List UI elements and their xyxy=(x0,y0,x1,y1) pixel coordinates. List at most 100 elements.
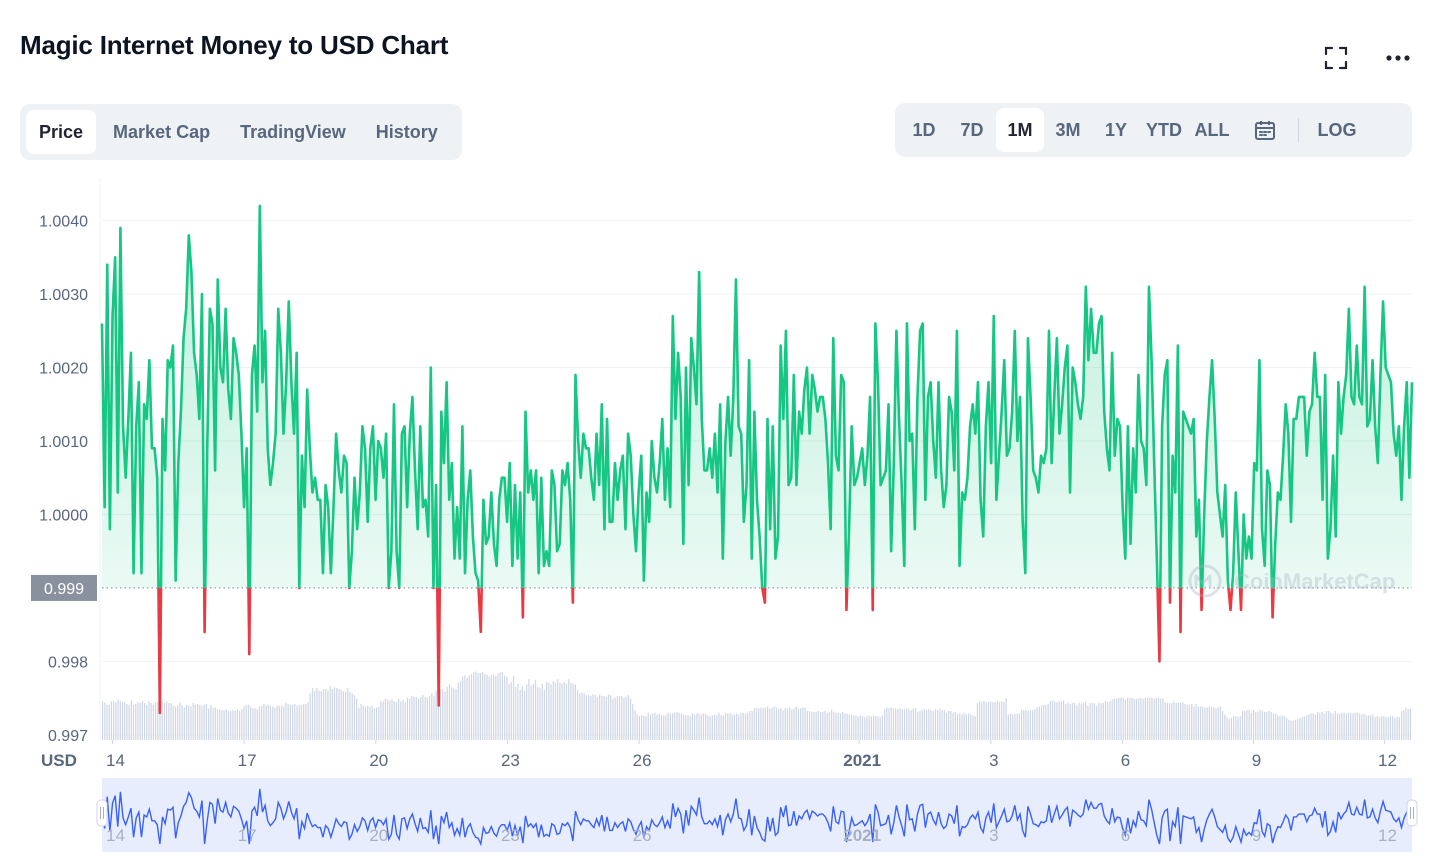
log-scale-toggle[interactable]: LOG xyxy=(1317,119,1357,140)
volume-bar xyxy=(508,683,510,740)
volume-bar xyxy=(1155,697,1157,740)
baseline-label: 0.999 xyxy=(44,581,84,598)
volume-bar xyxy=(775,707,777,740)
fullscreen-button[interactable] xyxy=(1322,44,1350,72)
volume-bar xyxy=(479,673,481,740)
volume-bar xyxy=(395,702,398,740)
volume-bar xyxy=(1255,711,1257,740)
volume-bar xyxy=(1354,712,1356,740)
volume-bar xyxy=(1074,703,1076,740)
volume-bar xyxy=(477,673,479,740)
range-3m[interactable]: 3M xyxy=(1055,119,1081,140)
volume-bar xyxy=(305,703,307,740)
watermark-logo-mark xyxy=(1194,574,1212,587)
volume-bar xyxy=(208,708,210,740)
x-tick-label: 9 xyxy=(1252,751,1261,770)
volume-bar xyxy=(1060,701,1062,740)
volume-bar xyxy=(181,704,183,740)
tab-price[interactable]: Price xyxy=(26,110,97,154)
range-navigator: 14 17 20 23 26 2021 3 6 9 12 xyxy=(96,778,1418,852)
range-1m[interactable]: 1M xyxy=(996,108,1044,152)
tab-market-cap[interactable]: Market Cap xyxy=(113,121,211,142)
volume-bar xyxy=(1403,710,1405,740)
volume-bar xyxy=(166,701,168,740)
volume-bar xyxy=(349,691,351,740)
volume-bar xyxy=(1343,712,1345,740)
volume-bar xyxy=(543,689,546,740)
volume-bar xyxy=(214,707,216,740)
range-ytd[interactable]: YTD xyxy=(1146,119,1182,140)
volume-bar xyxy=(192,703,194,740)
range-1d[interactable]: 1D xyxy=(912,119,936,140)
volume-bar xyxy=(148,701,150,740)
volume-bar xyxy=(119,701,121,740)
volume-bar xyxy=(1107,702,1109,740)
volume-bar xyxy=(459,681,462,740)
volume-bar xyxy=(130,700,132,740)
volume-bar xyxy=(983,701,985,740)
volume-bar xyxy=(1016,713,1018,740)
volume-bar xyxy=(665,715,667,740)
volume-bar xyxy=(762,708,764,740)
tab-history[interactable]: History xyxy=(375,121,438,142)
volume-bar xyxy=(1208,706,1210,740)
volume-bar xyxy=(342,691,345,740)
volume-bar xyxy=(607,694,610,740)
volume-bar xyxy=(643,715,645,740)
volume-bar xyxy=(1244,710,1246,740)
volume-bar xyxy=(303,703,305,740)
volume-bar xyxy=(702,713,705,740)
volume-bar xyxy=(800,708,802,740)
volume-bar xyxy=(1023,710,1025,740)
volume-bar xyxy=(632,703,634,740)
volume-bar xyxy=(990,701,992,740)
volume-bar xyxy=(740,712,742,740)
volume-bar xyxy=(1036,707,1038,740)
volume-bar xyxy=(1188,704,1191,740)
volume-bar xyxy=(1290,720,1292,740)
volume-bar xyxy=(1272,713,1275,740)
volume-bar xyxy=(1259,710,1261,740)
more-options-button[interactable] xyxy=(1384,44,1412,72)
volume-bar xyxy=(221,710,223,740)
range-7d[interactable]: 7D xyxy=(960,119,984,140)
volume-bar xyxy=(316,688,318,740)
volume-bar xyxy=(588,695,590,740)
volume-bar xyxy=(183,707,185,740)
date-range-picker-button[interactable] xyxy=(1236,108,1294,152)
volume-bar xyxy=(1328,710,1330,740)
range-all[interactable]: ALL xyxy=(1194,119,1230,140)
volume-bar xyxy=(718,712,720,740)
volume-bar xyxy=(1409,708,1412,740)
volume-bar xyxy=(758,708,760,740)
volume-bar xyxy=(402,699,404,740)
volume-bar xyxy=(1332,713,1334,740)
navigator-tick-label: 6 xyxy=(1121,826,1130,845)
watermark-logo xyxy=(1188,564,1222,598)
time-range-selector: 1D 7D 1M 3M 1Y YTD ALL LOG xyxy=(895,103,1412,157)
navigator-left-handle[interactable] xyxy=(96,799,108,827)
navigator-tick-label: 23 xyxy=(501,826,520,845)
volume-bar xyxy=(554,682,557,740)
volume-bar xyxy=(389,700,391,740)
volume-bar xyxy=(523,690,526,740)
volume-bar xyxy=(537,687,539,740)
volume-bar xyxy=(358,707,360,740)
range-1y[interactable]: 1Y xyxy=(1104,119,1128,140)
volume-bar xyxy=(682,714,685,740)
volume-bar xyxy=(1005,698,1007,740)
navigator-right-handle[interactable] xyxy=(1406,799,1418,827)
y-tick-label: 1.0010 xyxy=(39,434,88,451)
volume-bar xyxy=(104,702,106,740)
volume-bar xyxy=(948,710,950,740)
volume-bar xyxy=(1215,708,1217,740)
volume-bar xyxy=(519,689,521,740)
volume-bar xyxy=(835,712,837,740)
volume-bar xyxy=(501,672,504,740)
tab-tradingview[interactable]: TradingView xyxy=(240,121,346,142)
volume-bar xyxy=(194,704,196,740)
volume-bar xyxy=(956,713,959,740)
volume-bar xyxy=(996,701,998,740)
volume-bar xyxy=(329,686,331,740)
volume-bar xyxy=(674,712,676,740)
